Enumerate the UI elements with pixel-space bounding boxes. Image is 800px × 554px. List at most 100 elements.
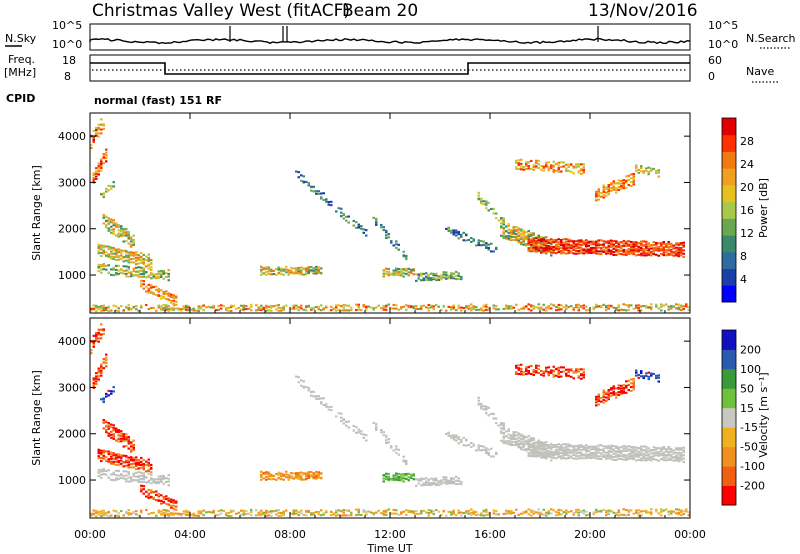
velocity-cell-303 [135,475,138,478]
power-cell-1860 [547,307,550,310]
velocity-cell-667 [445,478,448,481]
power-cell-343 [162,277,165,280]
velocity-cell-224 [137,467,140,470]
velocity-cell-1497 [635,371,638,374]
velocity-cell-1922 [627,509,630,512]
velocity-cell-511 [312,395,315,398]
velocity-cell-1596 [187,514,190,517]
power-cell-1831 [507,305,510,308]
power-cell-1218 [642,248,645,251]
velocity-cell-1718 [347,509,350,512]
velocity-cell-1688 [310,513,313,516]
velocity-cell-1619 [220,509,223,512]
power-cell-1241 [650,244,653,247]
power-cell-1462 [615,187,618,190]
power-cell-1716 [345,304,348,307]
velocity-cell-344 [162,477,165,480]
velocity-cell-1958 [680,514,683,517]
velocity-cell-1316 [680,453,683,456]
velocity-cell-560 [382,434,385,437]
power-cell-1178 [627,243,630,246]
power-cell-1079 [590,246,593,249]
velocity-cell-1380 [552,365,555,368]
velocity-cell-140 [132,439,135,442]
velocity-cell-738 [480,407,483,410]
velocity-cell-208 [130,466,133,469]
power-cell-851 [532,237,535,240]
power-cell-1571 [160,305,163,308]
velocity-cell-1041 [575,445,578,448]
power-cell-815 [520,236,523,239]
power-cell-1110 [602,245,605,248]
power-cell-1145 [615,245,618,248]
velocity-cell-919 [532,455,535,458]
power-cell-1956 [677,306,680,309]
velocity-cell-1754 [402,510,405,513]
power-cell-1171 [625,242,628,245]
power-cell-1525 [95,306,98,309]
power-cell-387 [162,292,165,295]
velocity-cell-1121 [607,455,610,458]
velocity-cell-778 [507,442,510,445]
velocity-cell-437 [280,475,283,478]
power-cell-1387 [557,164,560,167]
freq-tick-top: 18 [62,54,76,67]
power-cell-1856 [542,308,545,311]
velocity-cell-482 [312,476,315,479]
velocity-cell-331 [152,478,155,481]
velocity-cell-1312 [677,447,680,450]
power-cell-1292 [670,242,673,245]
velocity-cell-941 [540,453,543,456]
power-cell-1188 [632,251,635,254]
velocity-cell-760 [500,439,503,442]
velocity-cell-1190 [632,451,635,454]
velocity-cell-93 [112,437,115,440]
velocity-cell-197 [122,454,125,457]
velocity-cell-243 [147,464,150,467]
power-cell-1919 [625,304,628,307]
velocity-cell-1625 [230,515,233,518]
power-cell-359 [142,280,145,283]
power-cell-1138 [612,244,615,247]
power-cell-570 [392,244,395,247]
velocity-cell-769 [502,431,505,434]
power-cell-1170 [625,244,628,247]
velocity-cell-1060 [582,447,585,450]
velocity-cell-1106 [600,448,603,451]
power-cell-605 [397,267,400,270]
velocity-cell-1491 [632,386,635,389]
velocity-cell-824 [522,440,525,443]
power-cell-920 [532,248,535,251]
power-cell-107 [117,226,120,229]
velocity-cell-1810 [480,514,483,517]
power-cell-66 [107,189,110,192]
power-cell-1139 [612,243,615,246]
velocity-cell-45 [100,371,103,374]
power-cell-1438 [602,189,605,192]
velocity-cell-1803 [470,508,473,511]
velocity-cell-1460 [615,396,618,399]
power-cell-225 [137,258,140,261]
velocity-cell-682 [457,482,460,485]
power-cell-246 [147,253,150,256]
velocity-cell-402 [172,504,175,507]
velocity-cell-1229 [647,458,650,461]
power-cell-822 [522,239,525,242]
power-cell-219 [135,260,138,263]
power-cell-1653 [265,304,268,307]
power-cell-1028 [570,239,573,242]
velocity-cell-115 [122,445,125,448]
power-cell-1683 [305,309,308,312]
velocity-cell-848 [532,450,535,453]
power-cell-1227 [645,243,648,246]
velocity-cell-650 [432,479,435,482]
velocity-cell-1344 [527,372,530,375]
velocity-cell-609 [400,473,403,476]
power-cell-1782 [442,304,445,307]
velocity-cell-1321 [682,457,685,460]
velocity-cell-233 [142,468,145,471]
power-cell-1207 [637,242,640,245]
velocity-cell-911 [527,443,530,446]
velocity-cell-352 [167,474,170,477]
velocity-cell-486 [315,475,318,478]
